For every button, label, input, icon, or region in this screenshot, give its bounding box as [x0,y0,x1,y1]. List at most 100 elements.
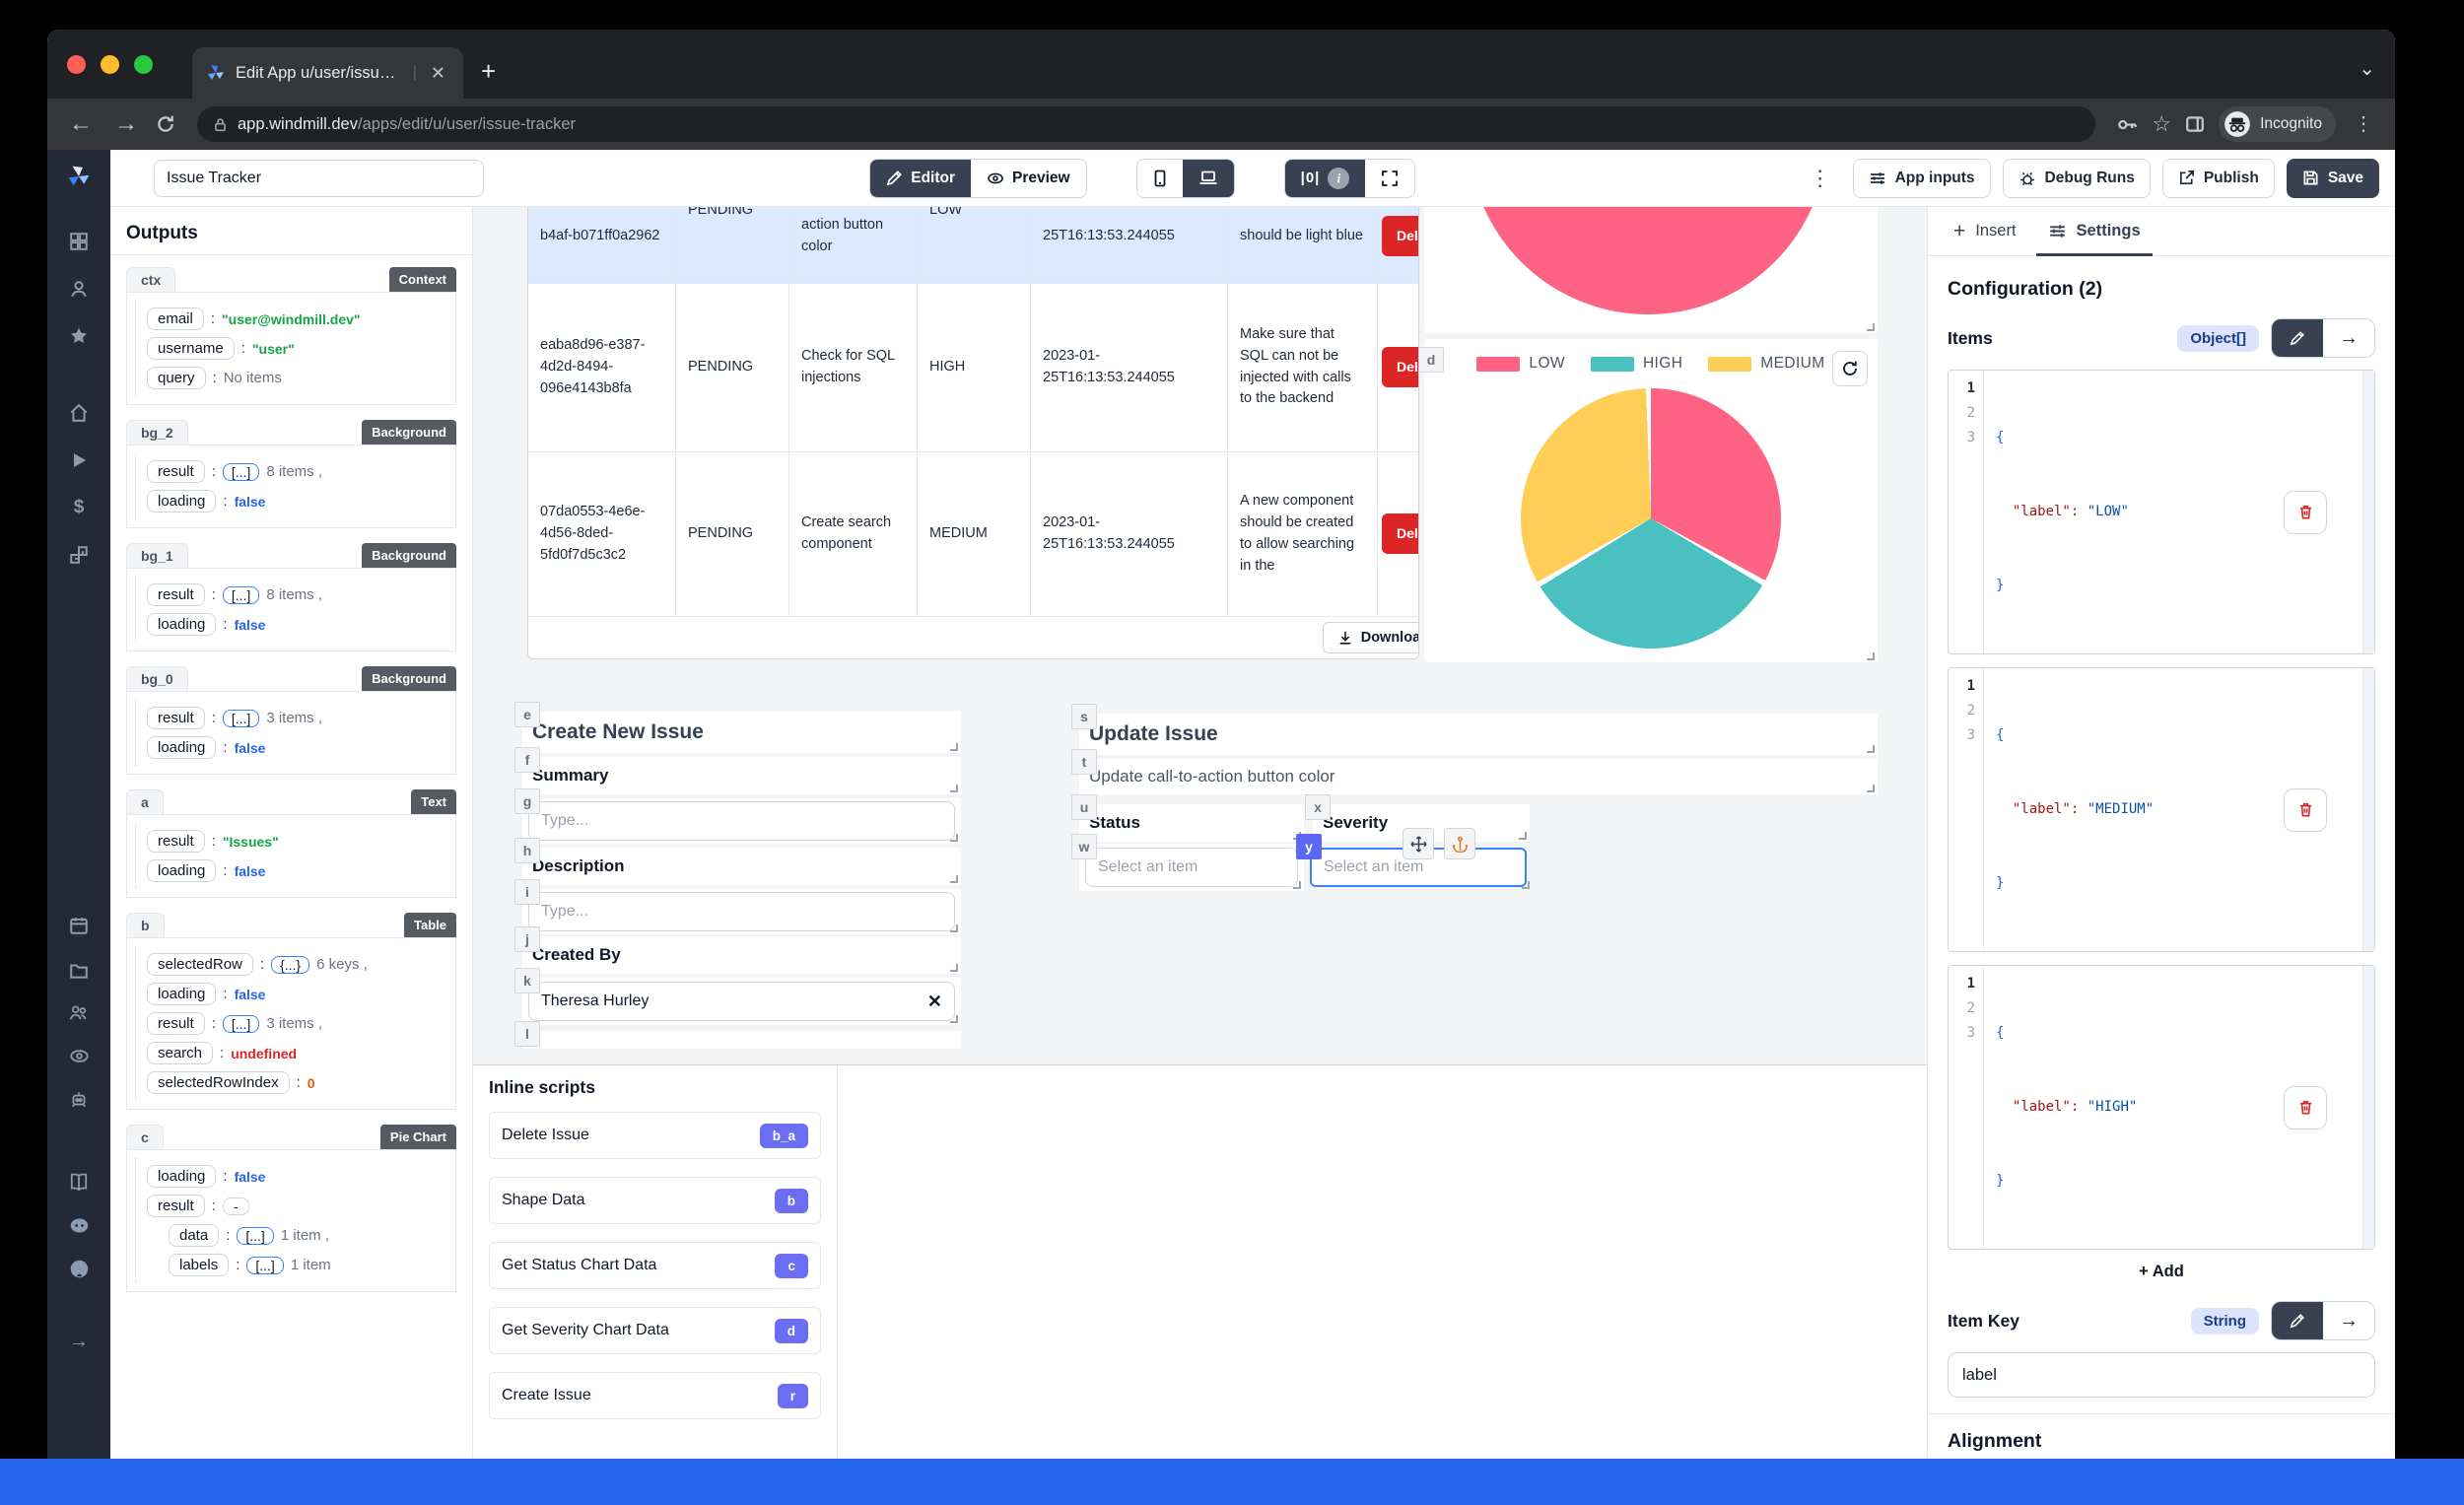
resize-handle[interactable] [1867,745,1875,753]
rail-home-icon[interactable] [47,400,110,426]
output-key[interactable]: labels [169,1254,230,1276]
script-item[interactable]: Shape Data b [489,1177,821,1224]
publish-button[interactable]: Publish [2161,158,2275,198]
summary-input[interactable]: Type... [528,801,955,841]
object-expand-pill[interactable]: {...} [271,955,310,974]
output-key[interactable]: email [147,308,204,330]
minimize-window-button[interactable] [101,54,119,74]
rail-discord-icon[interactable] [47,1212,110,1238]
output-key[interactable]: result [147,460,205,483]
status-select[interactable]: Select an item [1085,848,1298,887]
rail-runs-icon[interactable] [47,447,110,473]
created-by-select[interactable]: Theresa Hurley ✕ [528,982,955,1021]
pie-chart-d-component[interactable]: d LOW HIGH MEDIUM [1418,339,1878,662]
component-handle-k[interactable]: k [514,968,540,993]
rail-resources-icon[interactable] [47,542,110,568]
description-label-component[interactable]: h Description [514,838,961,885]
component-handle-f[interactable]: f [514,747,540,773]
connect-output-button[interactable]: → [2323,319,2374,357]
array-expand-pill[interactable]: [...] [237,1226,274,1245]
item-key-input[interactable]: label [1948,1352,2375,1398]
array-expand-pill[interactable]: [...] [222,462,260,481]
script-item[interactable]: Get Status Chart Data c [489,1242,821,1289]
resize-handle[interactable] [1293,881,1301,889]
browser-menu-icon[interactable]: ⋮ [2354,113,2373,135]
script-item[interactable]: Get Severity Chart Data d [489,1307,821,1354]
resize-handle[interactable] [950,924,958,932]
component-handle-e[interactable]: e [514,702,540,727]
summary-label-component[interactable]: f Summary [514,747,961,794]
windmill-logo[interactable] [47,164,110,189]
rail-user-icon[interactable] [47,276,110,302]
rail-audit-eye-icon[interactable] [47,1043,110,1068]
output-key[interactable]: search [147,1042,214,1064]
connect-output-button[interactable]: → [2323,1302,2374,1339]
legend-item-low[interactable]: LOW [1476,355,1565,373]
script-item[interactable]: Create Issue r [489,1372,821,1419]
component-handle-t[interactable]: t [1071,749,1097,775]
debug-runs-button[interactable]: Debug Runs [2002,158,2151,198]
component-handle-h[interactable]: h [514,838,540,863]
fullscreen-button[interactable] [1365,159,1415,197]
json-code[interactable]: { "label": "HIGH" } [1996,1025,2138,1189]
component-handle-s[interactable]: s [1071,704,1097,729]
delete-row-button[interactable]: Delete [1382,216,1418,257]
preview-tab[interactable]: Preview [971,159,1086,197]
item-json-editor[interactable]: 1 2 3 { "label": "MEDIUM" } [1948,667,2375,952]
output-id-tab[interactable]: ctx [126,267,176,292]
output-key[interactable]: result [147,707,205,729]
output-key[interactable]: loading [147,859,217,882]
close-window-button[interactable] [67,54,86,74]
tab-search-chevron-icon[interactable]: ⌄ [2359,58,2375,80]
delete-item-button[interactable] [2284,490,2327,534]
resize-handle[interactable] [950,1015,958,1023]
output-key[interactable]: result [147,1195,205,1217]
table-row[interactable]: 07da0553-4e6e-4d56-8ded-5fd0f7d5c3c2 PEN… [528,451,1418,617]
edit-static-button[interactable] [2272,319,2323,357]
editor-tab[interactable]: Editor [870,159,972,197]
component-handle-y-selected[interactable]: y [1296,834,1322,859]
component-handle-l[interactable]: l [514,1021,540,1047]
maximize-window-button[interactable] [134,54,153,74]
more-options-icon[interactable]: ⋮ [1809,165,1833,190]
forward-icon[interactable]: → [114,110,138,137]
hide-panels-button[interactable]: |0| i [1284,159,1366,197]
desktop-view-button[interactable] [1182,159,1234,197]
array-expand-pill[interactable]: [...] [246,1256,284,1274]
output-key[interactable]: selectedRow [147,953,253,976]
delete-row-button[interactable]: Delete [1382,347,1418,388]
resize-handle[interactable] [950,964,958,972]
resize-handle[interactable] [1867,323,1875,331]
editor-canvas[interactable]: b4af-b071ff0a2962 PENDING action button … [473,207,1927,1459]
resize-handle[interactable] [950,834,958,842]
tab-insert[interactable]: + Insert [1953,219,2017,242]
app-name-input[interactable]: Issue Tracker [154,159,484,197]
component-handle-g[interactable]: g [514,788,540,814]
rail-schedules-icon[interactable] [47,913,110,938]
table-row-selected[interactable]: b4af-b071ff0a2962 PENDING action button … [528,207,1418,284]
severity-select[interactable]: Select an item [1310,848,1527,887]
update-issue-title-component[interactable]: s Update Issue [1071,704,1878,755]
array-expand-pill[interactable]: [...] [222,709,260,727]
clear-select-icon[interactable]: ✕ [926,991,942,1011]
save-button[interactable]: Save [2286,158,2380,198]
address-bar[interactable]: app.windmill.dev/apps/edit/u/user/issue-… [197,106,2096,142]
resize-handle[interactable] [1522,881,1530,889]
rail-docs-icon[interactable] [47,1169,110,1195]
resize-handle[interactable] [1867,785,1875,792]
component-handle-x[interactable]: x [1305,794,1331,820]
output-id-tab[interactable]: a [126,789,164,814]
component-handle-i[interactable]: i [514,879,540,905]
output-key[interactable]: selectedRowIndex [147,1071,290,1094]
legend-item-medium[interactable]: MEDIUM [1708,355,1824,373]
output-key[interactable]: loading [147,1165,217,1188]
output-id-tab[interactable]: c [126,1125,164,1149]
download-button[interactable]: Download [1322,622,1418,653]
json-code[interactable]: { "label": "LOW" } [1996,430,2129,593]
description-input[interactable]: Type... [528,892,955,931]
rail-folders-icon[interactable] [47,958,110,984]
output-id-tab[interactable]: bg_2 [126,420,188,445]
refresh-chart-button[interactable] [1832,351,1868,386]
table-row[interactable]: eaba8d96-e387-4d2d-8494-096e4143b8fa PEN… [528,283,1418,452]
output-key[interactable]: query [147,367,206,389]
